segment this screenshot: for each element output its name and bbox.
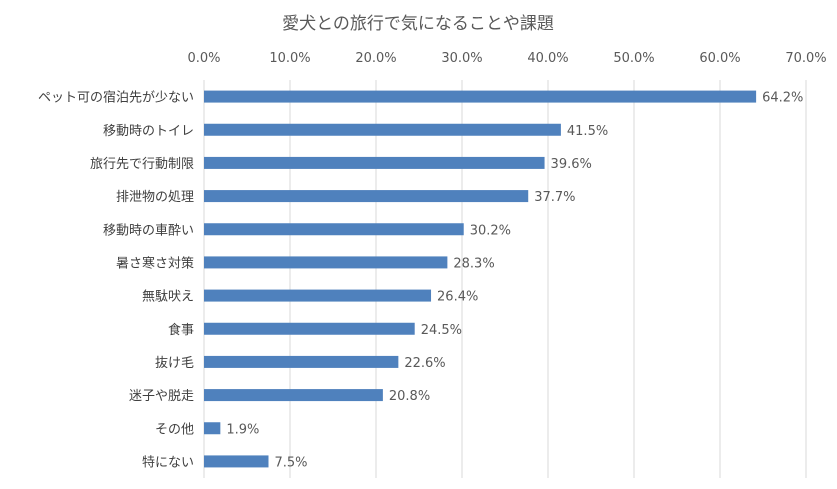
data-label: 64.2% <box>762 91 803 106</box>
bar <box>204 389 383 402</box>
x-tick-label: 10.0% <box>269 51 310 66</box>
category-label: 無駄吠え <box>142 290 194 305</box>
data-label: 30.2% <box>470 223 511 238</box>
x-axis-ticks: 0.0% 10.0% 20.0% 30.0% 40.0% 50.0% 60.0% 70.0% <box>187 51 826 66</box>
bar <box>204 156 545 169</box>
x-tick-label: 0.0% <box>187 51 220 66</box>
category-label: 抜け毛 <box>155 355 194 371</box>
x-tick-label: 70.0% <box>785 51 826 66</box>
category-label: その他 <box>155 422 194 437</box>
category-label: 移動時のトイレ <box>103 124 194 139</box>
category-label: 排泄物の処理 <box>116 190 194 205</box>
bar <box>204 289 432 302</box>
chart-title: 愛犬との旅行で気になることや課題 <box>282 14 554 34</box>
category-label: ペット可の宿泊先が少ない <box>38 90 194 106</box>
category-label: 特にない <box>142 455 194 470</box>
category-label: 暑さ寒さ対策 <box>116 255 194 271</box>
bar <box>204 90 757 103</box>
x-tick-label: 30.0% <box>441 51 482 66</box>
x-tick-label: 60.0% <box>699 51 740 66</box>
x-tick-label: 40.0% <box>527 51 568 66</box>
data-label: 37.7% <box>534 190 575 205</box>
bar <box>204 123 561 136</box>
x-tick-label: 20.0% <box>355 51 396 66</box>
data-label: 7.5% <box>275 455 308 470</box>
data-label: 26.4% <box>437 290 478 305</box>
data-label: 41.5% <box>567 124 608 139</box>
bar <box>204 422 221 435</box>
category-label: 迷子や脱走 <box>129 389 194 404</box>
data-labels: 64.2% 41.5% 39.6% 37.7% 30.2% 28.3% 26.4% 24.5%… <box>226 91 803 471</box>
category-label: 旅行先で行動制限 <box>90 157 194 172</box>
bar <box>204 322 415 335</box>
gridlines <box>203 80 807 478</box>
data-label: 22.6% <box>404 356 445 371</box>
x-tick-label: 50.0% <box>613 51 654 66</box>
bars <box>204 90 757 468</box>
data-label: 39.6% <box>551 157 592 172</box>
bar <box>204 223 464 236</box>
category-label: 食事 <box>168 322 194 338</box>
category-label: 移動時の車酔い <box>103 223 194 238</box>
bar <box>204 256 448 269</box>
data-label: 1.9% <box>226 422 259 437</box>
bar <box>204 455 269 468</box>
data-label: 20.8% <box>389 389 430 404</box>
bar <box>204 355 399 368</box>
data-label: 24.5% <box>421 323 462 338</box>
category-labels: ペット可の宿泊先が少ない移動時のトイレ旅行先で行動制限排泄物の処理移動時の車酔い… <box>38 90 194 471</box>
data-label: 28.3% <box>453 256 494 271</box>
bar <box>204 190 529 203</box>
